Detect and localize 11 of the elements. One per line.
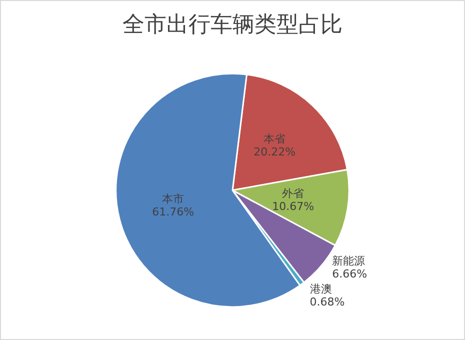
- chart-title: 全市出行车辆类型占比: [122, 12, 342, 38]
- slice-label: 本市: [162, 192, 184, 206]
- data-label: 20.22%: [254, 146, 296, 159]
- data-label: 10.67%: [272, 200, 314, 213]
- slice-label: 外省: [282, 186, 304, 200]
- data-label: 6.66%: [332, 267, 368, 280]
- slice-label: 本省: [264, 132, 286, 146]
- slice-label: 新能源: [332, 254, 366, 268]
- data-label: 61.76%: [152, 205, 194, 218]
- data-label: 0.68%: [310, 295, 345, 308]
- slice-label: 港澳: [310, 282, 332, 296]
